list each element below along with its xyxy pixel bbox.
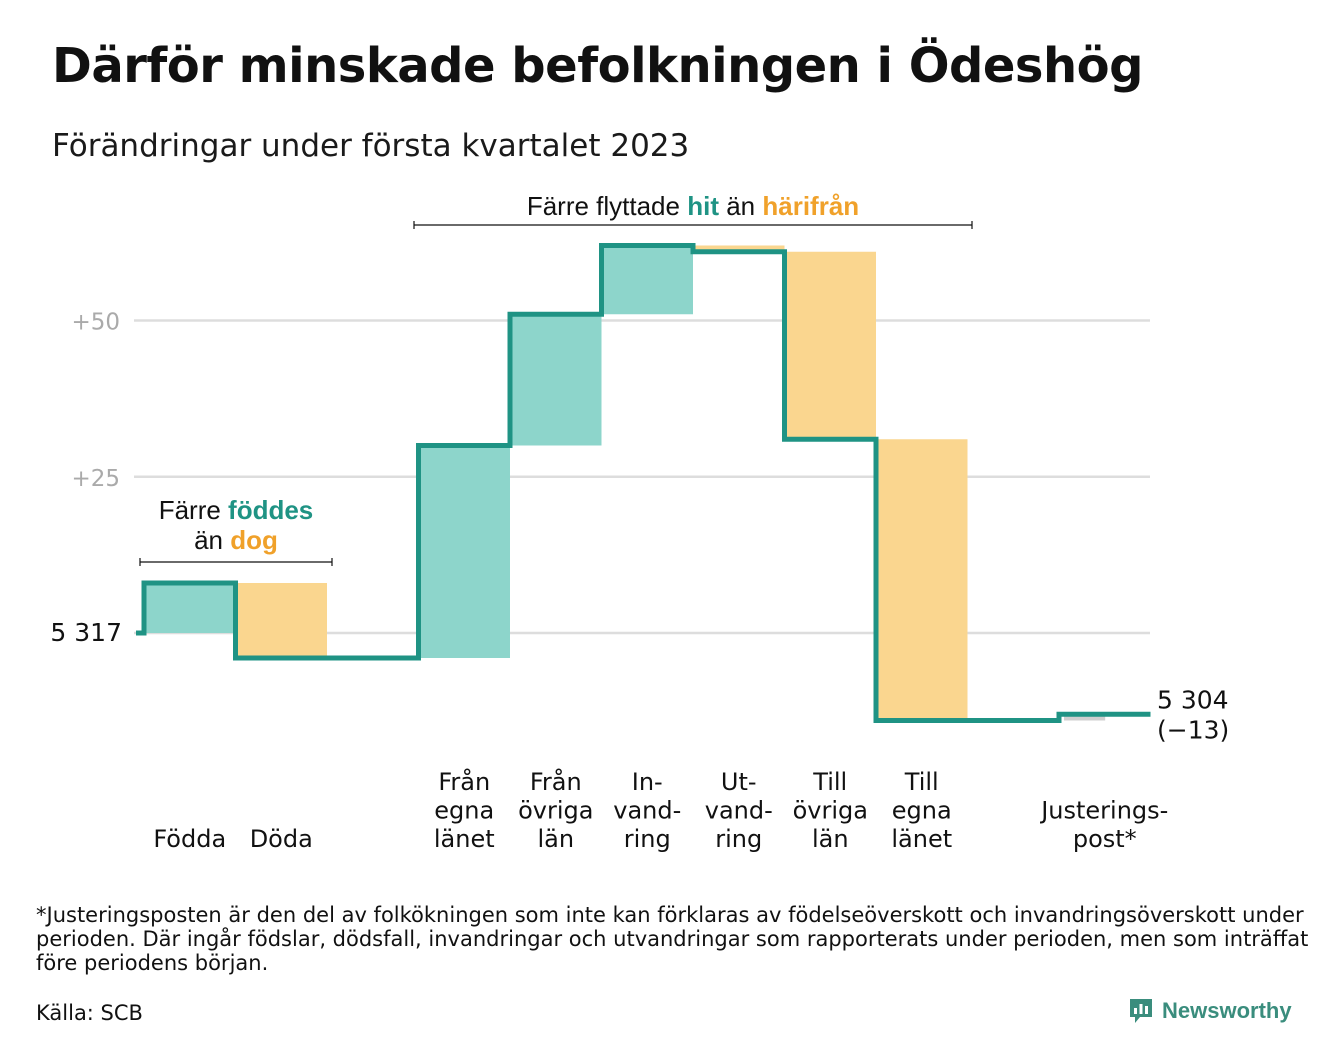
x-category-label: ring [624,825,671,853]
bar-Döda [235,583,327,658]
y-tick-label: +25 [71,466,120,492]
migration-annotation-prefix: Färre flyttade [527,191,687,221]
births-annotation-dog: dog [230,525,278,555]
bar-Frånegnalänet [418,445,510,658]
bar-Frånövrigalän [510,314,602,446]
x-category-label: Ut- [721,768,757,796]
x-category-label: ring [715,825,762,853]
x-category-label: län [537,825,574,853]
births-annotation-prefix: Färre [159,495,228,525]
footnote: *Justeringsposten är den del av folkökni… [36,903,1309,975]
newsworthy-logo-icon [1130,999,1152,1023]
migration-annotation-harifran: härifrån [762,191,859,221]
bar-Justerings-post* [1064,714,1106,721]
annotations: Färre flyttade hit än härifrån Färre föd… [139,191,973,566]
chart-title: Därför minskade befolkningen i Ödeshög [52,38,1144,94]
x-category-label: egna [434,797,494,825]
end-change-label: (−13) [1157,715,1229,744]
migration-annotation-middle: än [719,191,762,221]
x-category-label: länet [891,825,952,853]
migration-annotation-hit: hit [687,191,719,221]
bar-In-vand-ring [601,245,693,315]
migration-annotation: Färre flyttade hit än härifrån [527,191,859,221]
x-category-label: länet [434,825,495,853]
bar-Tillegnalänet [876,439,968,721]
x-category-label: Födda [153,825,226,853]
chart-subtitle: Förändringar under första kvartalet 2023 [52,128,690,164]
y-tick-label: +50 [71,310,120,336]
x-category-label: Från [530,767,582,796]
cumulative-line [136,243,1151,723]
brand-name: Newsworthy [1162,998,1292,1023]
bar-Ut-vand-ring [693,245,785,252]
births-annotation-line1: Färre föddes [159,495,314,525]
x-category-label: In- [632,768,663,796]
source-label: Källa: SCB [36,1001,143,1025]
x-category-label: vand- [705,797,773,825]
x-category-label: Från [438,767,490,796]
x-category-label: Till [904,768,939,796]
x-category-label: vand- [613,797,681,825]
x-category-label: län [812,825,849,853]
births-annotation-foddes: föddes [228,495,313,525]
bar-Födda [144,583,236,633]
cumulative-step-line [136,243,1151,723]
brand-logo: Newsworthy [1128,997,1292,1025]
births-annotation-line2-prefix: än [194,525,230,555]
x-category-label: Döda [250,825,313,853]
x-category-label: Justerings- [1039,797,1168,825]
x-category-label: övriga [793,797,868,825]
bars [144,245,1106,721]
start-value-label: 5 317 [50,618,122,647]
x-category-label: Till [812,768,847,796]
bar-Tillövrigalän [784,251,876,440]
x-category-label: post* [1073,825,1137,853]
x-category-label: övriga [518,797,593,825]
end-value-label: 5 304 [1157,685,1229,714]
births-annotation-line2: än dog [194,525,278,555]
x-category-label: egna [892,797,952,825]
